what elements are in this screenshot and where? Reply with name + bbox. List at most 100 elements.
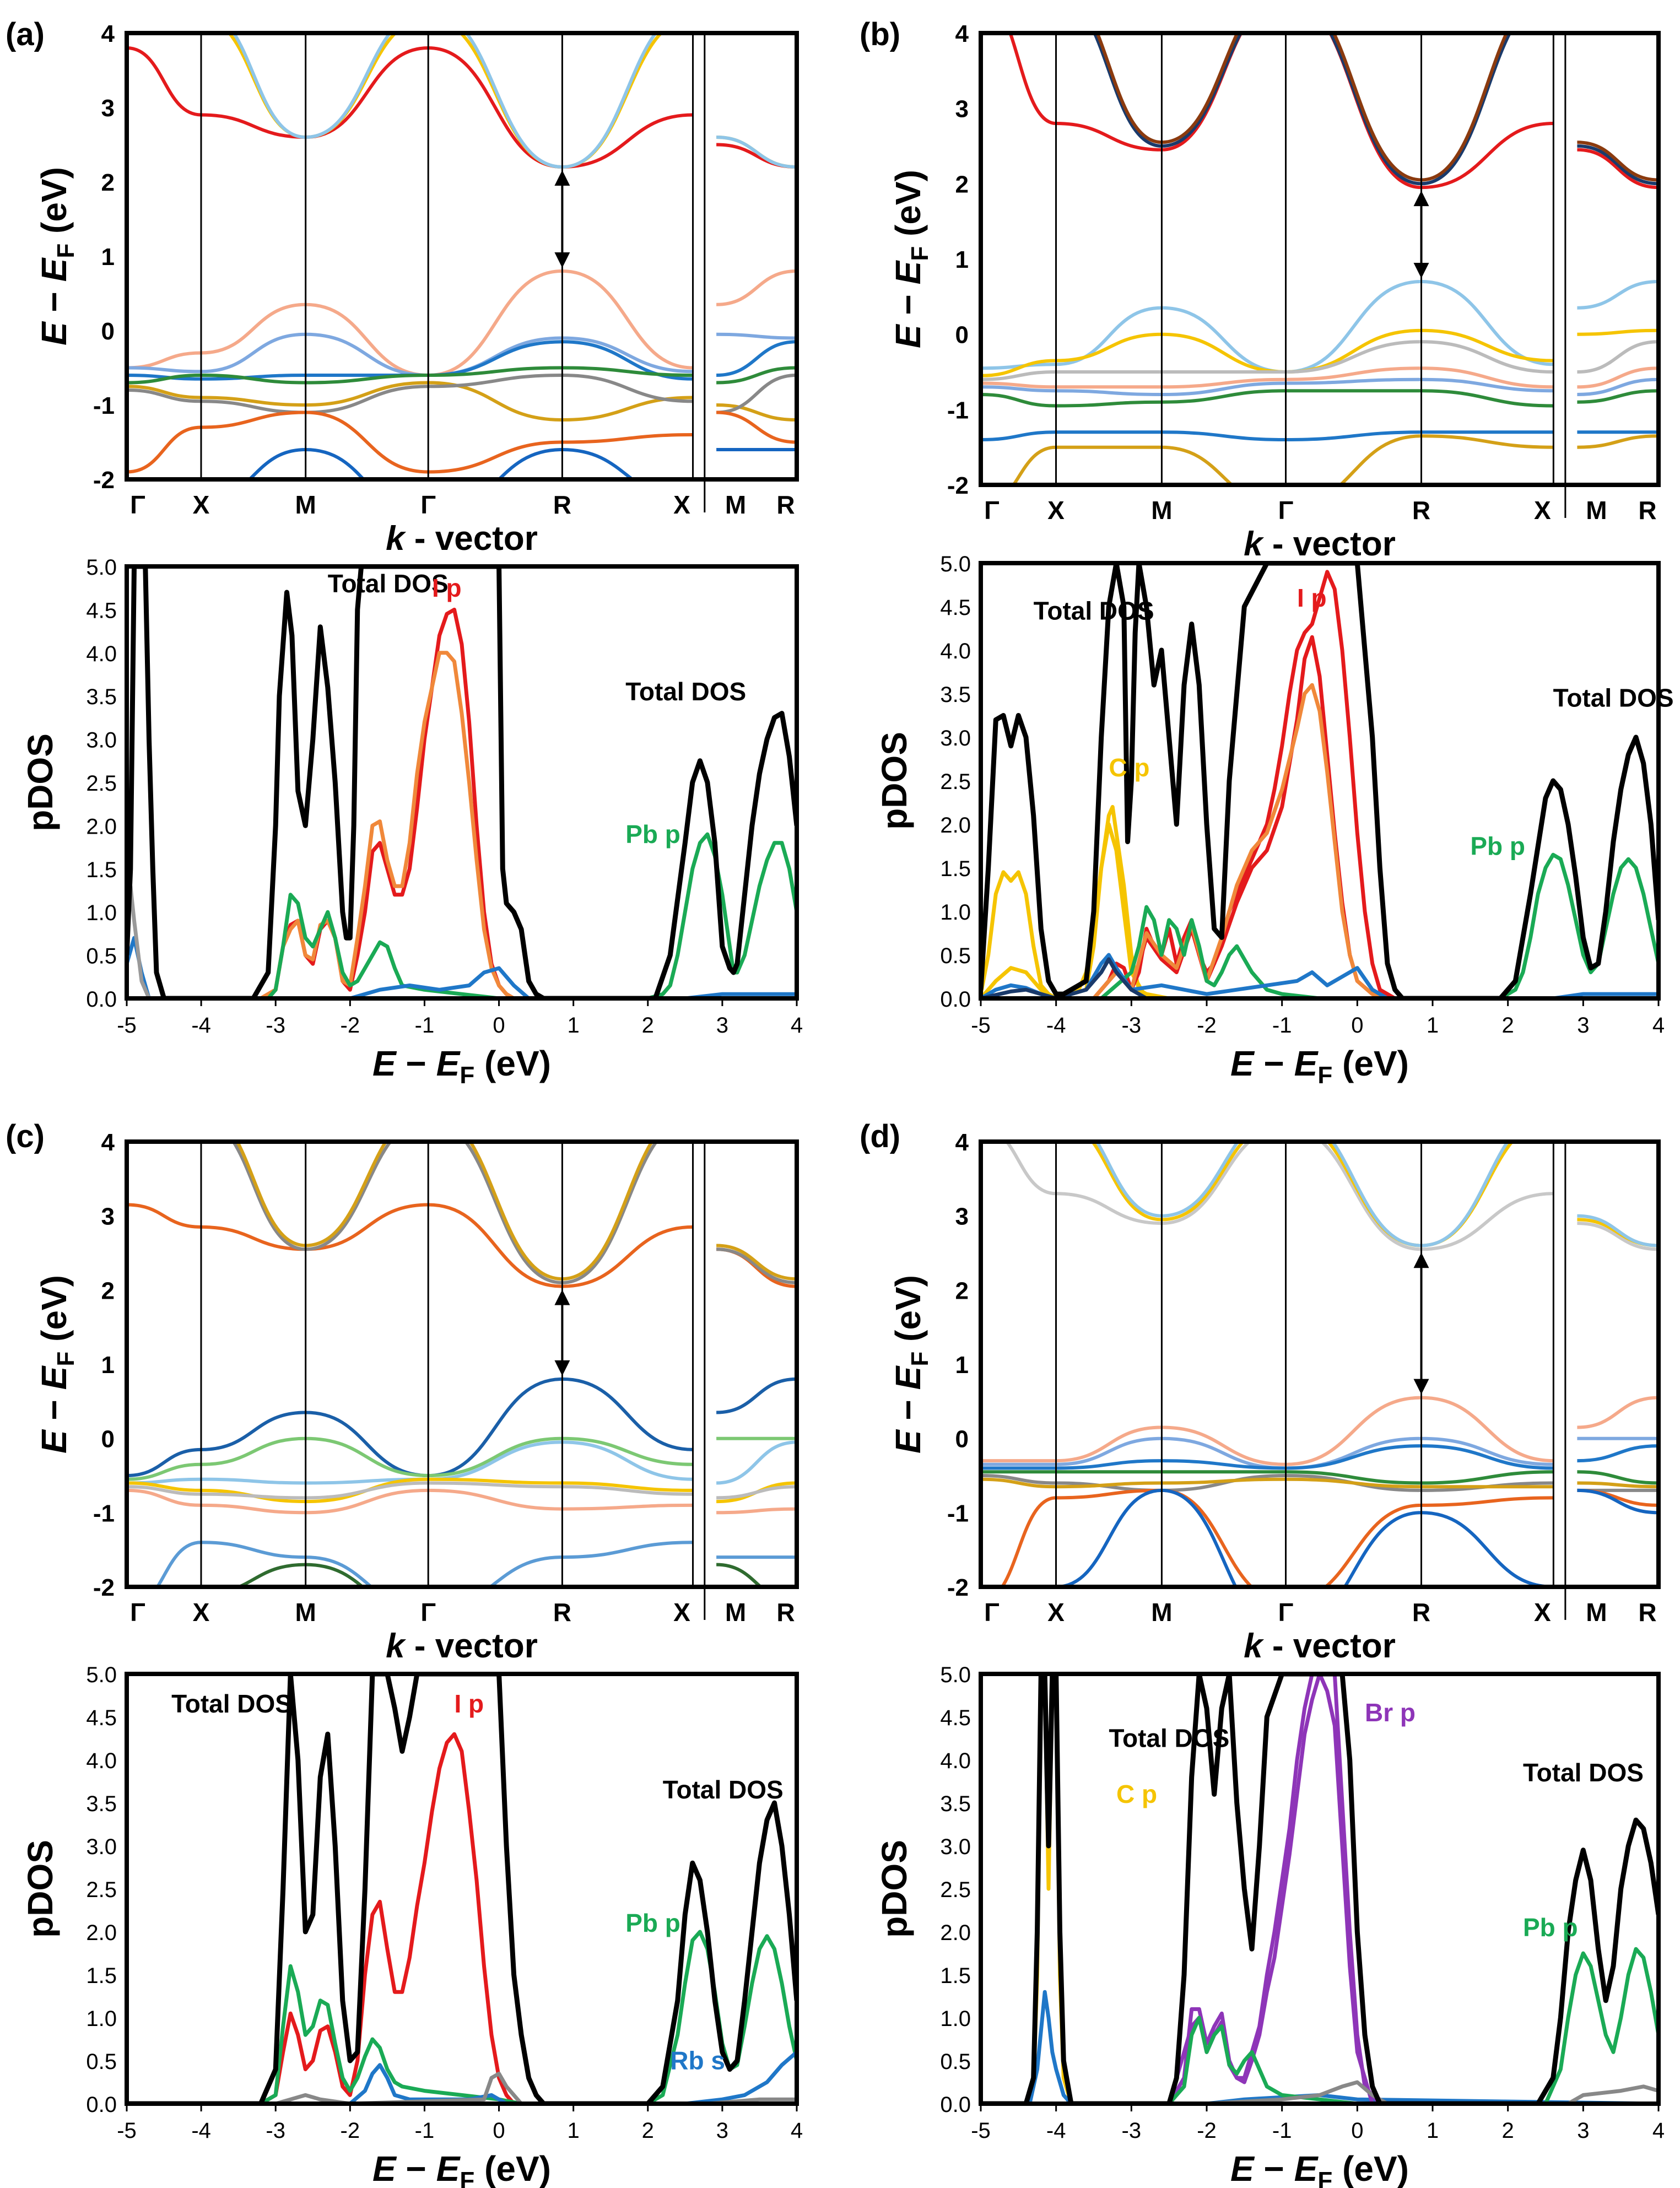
y-tick-label: 2.0 bbox=[940, 813, 971, 838]
band-line-10 bbox=[1011, 434, 1659, 485]
x-tick-label: 2 bbox=[1502, 2119, 1514, 2143]
band-structure-c: 4 3 2 1 0 -1 -2 Γ X M Γ R X M Rk - vector E − EF (eV) bbox=[34, 1129, 799, 1665]
band-lines bbox=[981, 1142, 1659, 1587]
x-tick-label: -5 bbox=[117, 1013, 137, 1038]
k-point-label: R bbox=[776, 1598, 795, 1627]
band-lines bbox=[127, 1142, 797, 1587]
y-tick-label: 1.0 bbox=[940, 2007, 971, 2031]
gap-arrow-head-up bbox=[1413, 1252, 1429, 1268]
series-annotation: I p bbox=[1297, 584, 1327, 612]
series-annotation: Pb p bbox=[625, 1909, 680, 1937]
y-axis-title: E − EF (eV) bbox=[34, 167, 79, 345]
y-tick-label: 4.0 bbox=[86, 642, 117, 666]
k-point-label: Γ bbox=[420, 490, 436, 519]
panel-label-b: (b) bbox=[860, 17, 900, 52]
k-point-label: R bbox=[553, 490, 571, 519]
series-annotation: Total DOS bbox=[625, 677, 746, 706]
x-tick-label: 3 bbox=[1577, 1013, 1589, 1038]
x-tick-label: 4 bbox=[791, 1013, 803, 1038]
y-tick-label: 0.5 bbox=[86, 2050, 117, 2074]
y-tick-label: 1.5 bbox=[940, 1964, 971, 1988]
y-tick-label: 1.5 bbox=[86, 1964, 117, 1988]
y-tick-label: 2.0 bbox=[940, 1921, 971, 1945]
y-tick-label: 4.0 bbox=[86, 1749, 117, 1773]
x-tick-label: -5 bbox=[117, 2119, 137, 2143]
series-annotation: Br p bbox=[1365, 1698, 1416, 1727]
x-tick-label: -4 bbox=[1046, 1013, 1066, 1038]
series-annotation: Total DOS bbox=[328, 569, 449, 598]
gap-arrow-head-up bbox=[554, 170, 570, 186]
series-annotation: Pb p bbox=[625, 820, 680, 849]
x-tick-label: 2 bbox=[642, 2119, 654, 2143]
y-tick-label: 1 bbox=[101, 244, 115, 271]
y-tick-label: 4 bbox=[955, 20, 969, 47]
dos-series-1 bbox=[127, 607, 797, 998]
y-tick-label: 0.0 bbox=[86, 2093, 117, 2117]
dos-series-0 bbox=[127, 566, 797, 998]
y-tick-label: 3 bbox=[955, 1203, 969, 1230]
k-point-label: X bbox=[673, 490, 690, 519]
y-tick-label: 3 bbox=[955, 96, 969, 123]
series-annotation: Total DOS bbox=[663, 1775, 784, 1804]
k-point-label: Γ bbox=[984, 1598, 1000, 1627]
pdos-a: 0.0 0.5 1.0 1.5 2.0 2.5 3.0 3.5 4.0 4.5 5.0 -5 -4 -3 -… bbox=[20, 555, 803, 1089]
band-line-7 bbox=[981, 1473, 1659, 1492]
pdos-c: 0.0 0.5 1.0 1.5 2.0 2.5 3.0 3.5 4.0 4.5 5.0 -5 -4 -3 -… bbox=[20, 1663, 803, 2188]
y-tick-label: 1.0 bbox=[940, 900, 971, 925]
k-point-label: M bbox=[1586, 1598, 1607, 1627]
k-point-label: R bbox=[1412, 1598, 1430, 1627]
plot-frame bbox=[979, 561, 1661, 1001]
y-tick-label: 2.5 bbox=[86, 771, 117, 796]
series-annotation: Total DOS bbox=[171, 1689, 292, 1718]
y-tick-label: 4 bbox=[955, 1129, 969, 1156]
x-tick-label: -2 bbox=[341, 1013, 360, 1038]
y-tick-label: 2 bbox=[101, 1277, 115, 1304]
pdos-d: 0.0 0.5 1.0 1.5 2.0 2.5 3.0 3.5 4.0 4.5 5.0 -5 -4 -3 -… bbox=[874, 1663, 1665, 2188]
series-annotation: Rb s bbox=[670, 2046, 725, 2075]
y-tick-label: 4 bbox=[101, 1129, 115, 1156]
y-tick-label: 4.0 bbox=[940, 639, 971, 663]
dos-lines bbox=[981, 563, 1659, 998]
series-annotation: Total DOS bbox=[1109, 1724, 1229, 1753]
plot-frame bbox=[125, 1672, 799, 2106]
y-axis-title: E − EF (eV) bbox=[888, 1275, 933, 1454]
y-tick-label: 1 bbox=[955, 246, 969, 273]
plot-frame bbox=[125, 31, 799, 482]
band-line-8 bbox=[127, 373, 797, 414]
series-annotation: C p bbox=[1109, 753, 1149, 782]
y-tick-label: 5.0 bbox=[86, 1663, 117, 1687]
y-tick-label: 3.0 bbox=[86, 1835, 117, 1859]
y-tick-label: 3 bbox=[101, 95, 115, 122]
y-tick-label: 2.0 bbox=[86, 1921, 117, 1945]
x-tick-label: -1 bbox=[1272, 2119, 1292, 2143]
x-axis-title: E − EF (eV) bbox=[1230, 1044, 1409, 1089]
x-axis-title: k - vector bbox=[1244, 1627, 1396, 1665]
panel-label-a: (a) bbox=[6, 17, 45, 52]
y-tick-label: 0.0 bbox=[940, 987, 971, 1012]
y-tick-label: 3.5 bbox=[940, 683, 971, 707]
y-tick-label: 0 bbox=[955, 322, 969, 349]
band-line-4 bbox=[127, 332, 797, 377]
y-tick-label: 0 bbox=[955, 1426, 969, 1453]
dos-series-2 bbox=[127, 1930, 797, 2104]
y-tick-label: 0.0 bbox=[940, 2093, 971, 2117]
y-tick-label: -1 bbox=[93, 392, 115, 419]
dos-series-5 bbox=[981, 1947, 1659, 2104]
x-tick-label: 4 bbox=[791, 2119, 803, 2143]
band-line-8 bbox=[981, 389, 1659, 408]
y-tick-label: 0.5 bbox=[86, 944, 117, 969]
dos-series-6 bbox=[981, 2080, 1659, 2104]
band-line-10 bbox=[1044, 1488, 1659, 1587]
k-point-label: M bbox=[1586, 496, 1607, 525]
k-point-label: X bbox=[193, 1598, 210, 1627]
band-line-1 bbox=[226, 33, 797, 169]
x-tick-label: 4 bbox=[1652, 2119, 1665, 2143]
y-axis-title: E − EF (eV) bbox=[888, 170, 933, 348]
k-point-label: R bbox=[1412, 496, 1430, 525]
band-line-2 bbox=[231, 33, 797, 169]
dos-series-5 bbox=[981, 683, 1659, 998]
band-line-0 bbox=[1004, 1142, 1659, 1251]
band-line-3 bbox=[127, 269, 797, 377]
x-axis-title: E − EF (eV) bbox=[372, 1044, 551, 1089]
panel-label-d: (d) bbox=[860, 1119, 900, 1154]
